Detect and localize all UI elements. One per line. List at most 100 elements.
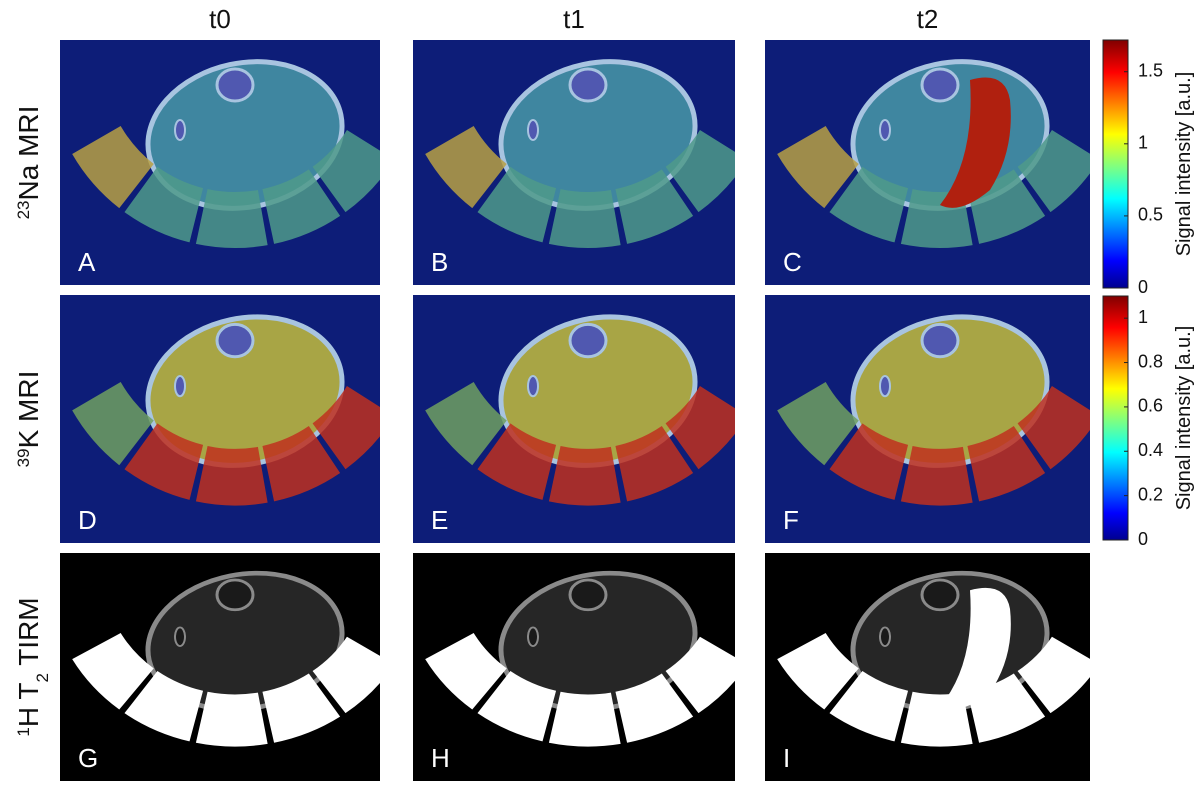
panel-image xyxy=(765,553,1090,781)
reference-segment xyxy=(312,636,380,714)
colorbar-tick-label: 0.5 xyxy=(1138,205,1163,225)
leg xyxy=(72,314,380,506)
colorbar xyxy=(1102,39,1129,289)
lesion xyxy=(940,77,1011,208)
colorbar-tick-label: 1.5 xyxy=(1138,60,1163,80)
row-label: 1H T2 TIRM xyxy=(13,597,52,736)
row-label-part: 23 xyxy=(14,200,33,219)
reference-segment xyxy=(615,673,694,743)
reference-segment xyxy=(425,633,507,710)
panel-letter: C xyxy=(783,247,802,277)
tibia xyxy=(215,67,255,103)
colorbar xyxy=(1102,295,1129,541)
reference-segment xyxy=(665,129,735,213)
reference-segment xyxy=(900,445,973,506)
fibula xyxy=(879,374,891,398)
column-header: t0 xyxy=(209,4,231,34)
reference-segment xyxy=(548,445,621,506)
reference-segment xyxy=(1017,129,1090,213)
reference-segment xyxy=(262,169,341,244)
fibula xyxy=(174,119,186,141)
reference-segment xyxy=(312,386,380,470)
colorbar-tick-label: 1 xyxy=(1138,133,1148,153)
fibula xyxy=(527,374,539,398)
panel-image xyxy=(60,295,380,543)
reference-segment xyxy=(615,169,694,244)
panel-image xyxy=(60,553,380,781)
panel: D xyxy=(60,295,380,543)
leg xyxy=(777,59,1090,248)
reference-segment xyxy=(829,423,909,500)
fibula xyxy=(174,626,186,647)
column-header: t2 xyxy=(917,4,939,34)
colorbar-tick-label: 1 xyxy=(1138,307,1148,327)
reference-segment xyxy=(72,126,154,209)
panel-image xyxy=(413,553,735,781)
panel: G xyxy=(60,553,380,781)
reference-segment xyxy=(548,691,621,747)
tibia xyxy=(215,578,255,612)
panel: B xyxy=(413,40,735,285)
reference-segment xyxy=(124,166,204,243)
tibia xyxy=(568,322,608,359)
fibula xyxy=(879,119,891,141)
panel-letter: I xyxy=(783,743,790,773)
tibia xyxy=(568,67,608,103)
panel-letter: E xyxy=(431,505,448,535)
leg xyxy=(777,314,1090,506)
row-label-part: TIRM xyxy=(13,597,44,673)
panel-image xyxy=(765,40,1090,285)
reference-segment xyxy=(829,670,909,742)
column-header: t1 xyxy=(563,4,585,34)
reference-segment xyxy=(72,633,154,710)
tibia xyxy=(920,67,960,103)
reference-segment xyxy=(665,636,735,714)
panel-letter: B xyxy=(431,247,448,277)
reference-segment xyxy=(548,189,621,248)
row-label-part: K MRI xyxy=(13,371,44,449)
leg xyxy=(425,59,735,248)
fibula xyxy=(174,374,186,398)
reference-segment xyxy=(829,166,909,243)
colorbar-label: Signal intensity [a.u.] xyxy=(1173,72,1195,257)
row-label-part: Na MRI xyxy=(13,106,44,201)
row-label-part: 1 xyxy=(14,727,33,736)
lesion xyxy=(940,587,1011,710)
fibula xyxy=(879,626,891,647)
reference-segment xyxy=(124,423,204,500)
reference-segment xyxy=(124,670,204,742)
panel: H xyxy=(413,553,735,781)
tibia xyxy=(215,322,255,359)
panel-letter: G xyxy=(78,743,98,773)
reference-segment xyxy=(477,670,557,742)
reference-segment xyxy=(1017,386,1090,470)
reference-segment xyxy=(262,426,341,502)
colorbar-tick-label: 0 xyxy=(1138,277,1148,297)
colorbar-tick-label: 0 xyxy=(1138,529,1148,549)
panel-letter: D xyxy=(78,505,97,535)
row-label-part: 2 xyxy=(33,673,52,682)
reference-segment xyxy=(195,445,268,506)
panel: C xyxy=(765,40,1090,285)
fibula xyxy=(527,119,539,141)
leg xyxy=(425,570,735,747)
reference-segment xyxy=(967,426,1046,502)
row-label: 23Na MRI xyxy=(13,106,44,220)
panel: E xyxy=(413,295,735,543)
colorbar-tick-label: 0.2 xyxy=(1138,484,1163,504)
reference-segment xyxy=(477,423,557,500)
reference-segment xyxy=(195,691,268,747)
reference-segment xyxy=(425,382,507,466)
panel-image xyxy=(60,40,380,285)
panel-letter: A xyxy=(78,247,96,277)
panel-image xyxy=(413,295,735,543)
panel-image xyxy=(765,295,1090,543)
reference-segment xyxy=(777,126,859,209)
fibula xyxy=(527,626,539,647)
colorbar-label: Signal intensity [a.u.] xyxy=(1173,326,1195,511)
colorbar-tick-label: 0.6 xyxy=(1138,396,1163,416)
tibia xyxy=(568,578,608,612)
reference-segment xyxy=(615,426,694,502)
reference-segment xyxy=(477,166,557,243)
